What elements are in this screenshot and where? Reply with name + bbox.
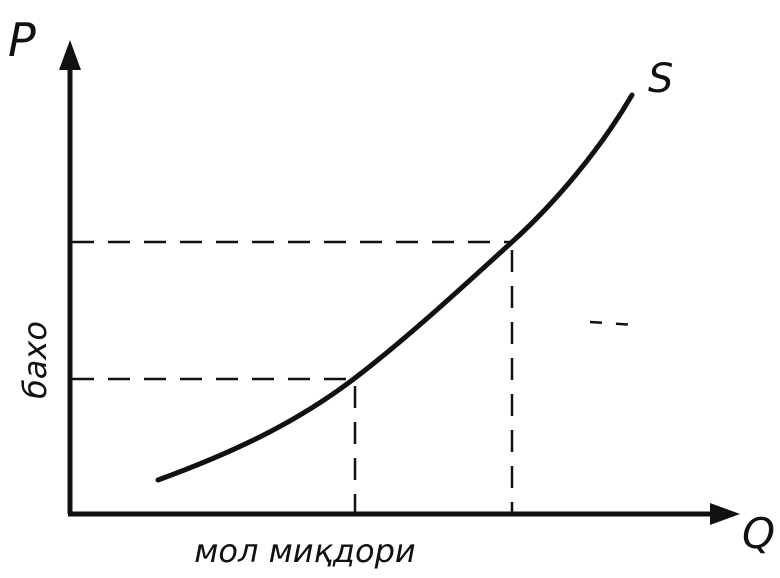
stray-mark <box>589 320 637 327</box>
x-axis-title: мол миқдори <box>194 532 415 570</box>
curve-label: S <box>648 56 673 102</box>
y-axis-title: бахо <box>16 321 54 399</box>
supply-curve <box>155 92 635 483</box>
x-axis-letter: Q <box>742 509 775 558</box>
x-axis-arrow <box>710 503 740 525</box>
y-axis-arrow <box>59 40 81 70</box>
y-axis-letter: P <box>8 13 36 67</box>
